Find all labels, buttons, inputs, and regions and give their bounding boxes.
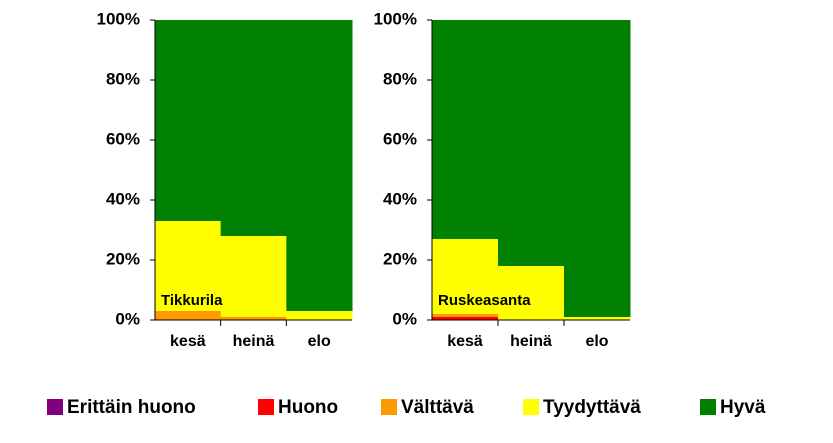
y-tick-label: 0% — [392, 309, 417, 328]
y-tick-label: 100% — [374, 9, 417, 28]
bar-segment — [432, 317, 499, 320]
legend-label: Huono — [278, 397, 338, 418]
panel-label: Ruskeasanta — [438, 292, 531, 309]
y-tick-label: 0% — [115, 309, 140, 328]
bar-segment — [155, 221, 222, 311]
legend-swatch — [381, 399, 397, 415]
legend-swatch — [700, 399, 716, 415]
bar-segment — [155, 20, 222, 221]
y-tick-label: 80% — [383, 69, 417, 88]
legend-swatch — [523, 399, 539, 415]
legend-label: Tyydyttävä — [543, 397, 641, 418]
bar-segment — [432, 314, 499, 317]
y-tick-label: 60% — [106, 129, 140, 148]
bar-segment — [432, 20, 499, 239]
x-tick-label: kesä — [447, 333, 483, 350]
y-tick-label: 20% — [383, 249, 417, 268]
bar-segment — [220, 236, 287, 317]
y-tick-label: 20% — [106, 249, 140, 268]
bar-segment — [286, 20, 353, 311]
x-tick-label: heinä — [510, 333, 552, 350]
panel-label: Tikkurila — [161, 292, 223, 309]
bar-segment — [220, 317, 287, 320]
bar-segment — [432, 239, 499, 314]
x-tick-label: heinä — [233, 333, 275, 350]
y-tick-label: 60% — [383, 129, 417, 148]
bar-segment — [155, 311, 222, 320]
x-tick-label: kesä — [170, 333, 206, 350]
bar-segment — [220, 20, 287, 236]
bar-segment — [498, 266, 565, 320]
legend-label: Välttävä — [401, 397, 474, 418]
y-tick-label: 100% — [97, 9, 140, 28]
bar-segment — [286, 311, 353, 320]
x-tick-label: elo — [308, 333, 331, 350]
legend-label: Hyvä — [720, 397, 766, 418]
legend-swatch — [47, 399, 63, 415]
x-tick-label: elo — [585, 333, 608, 350]
bar-segment — [564, 20, 631, 317]
legend-swatch — [258, 399, 274, 415]
y-tick-label: 80% — [106, 69, 140, 88]
y-tick-label: 40% — [106, 189, 140, 208]
legend-label: Erittäin huono — [67, 397, 196, 418]
bar-segment — [498, 20, 565, 266]
y-tick-label: 40% — [383, 189, 417, 208]
bar-segment — [564, 317, 631, 320]
